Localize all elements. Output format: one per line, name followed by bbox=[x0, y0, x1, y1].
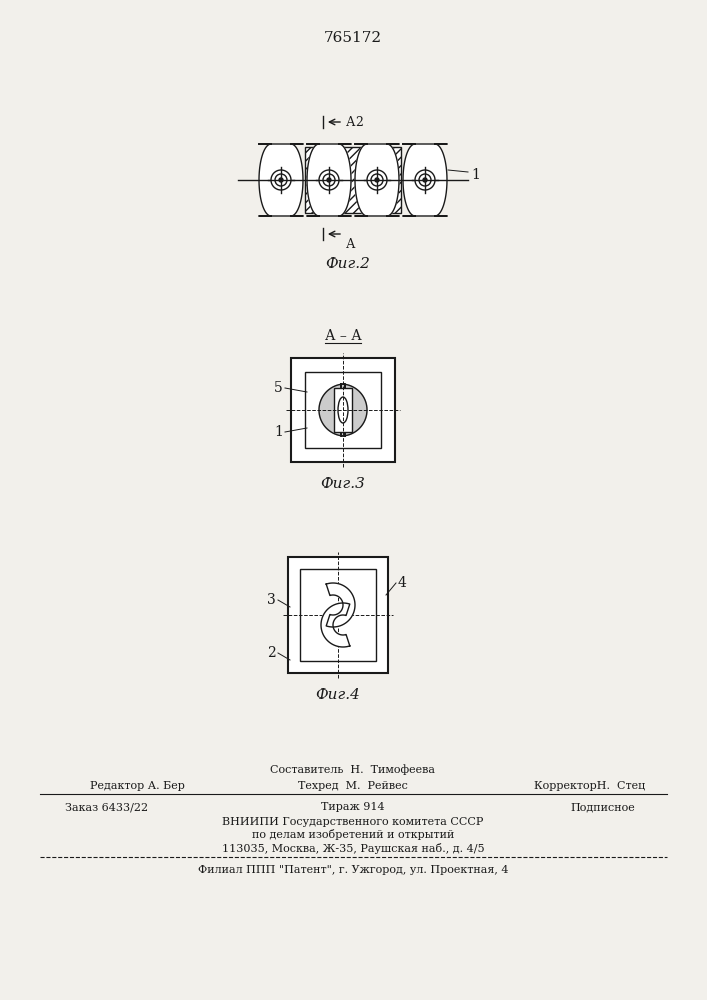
Text: 2: 2 bbox=[355, 115, 363, 128]
Polygon shape bbox=[341, 384, 367, 436]
Text: А: А bbox=[346, 115, 356, 128]
Bar bbox=[305, 372, 381, 448]
Bar bbox=[334, 388, 352, 432]
Text: 4: 4 bbox=[398, 576, 407, 590]
Text: 113035, Москва, Ж-35, Раушская наб., д. 4/5: 113035, Москва, Ж-35, Раушская наб., д. … bbox=[222, 842, 484, 854]
Polygon shape bbox=[259, 144, 303, 216]
Text: Подписное: Подписное bbox=[570, 802, 635, 812]
Text: 2: 2 bbox=[267, 646, 276, 660]
Text: Филиал ППП "Патент", г. Ужгород, ул. Проектная, 4: Филиал ППП "Патент", г. Ужгород, ул. Про… bbox=[198, 865, 508, 875]
Bar bbox=[291, 358, 395, 462]
Text: 3: 3 bbox=[267, 593, 276, 607]
Text: 1: 1 bbox=[274, 425, 283, 439]
Text: Фиг.3: Фиг.3 bbox=[320, 477, 366, 491]
Circle shape bbox=[319, 170, 339, 190]
Text: 1: 1 bbox=[471, 168, 480, 182]
Ellipse shape bbox=[338, 397, 348, 423]
Bar bbox=[300, 569, 376, 661]
Polygon shape bbox=[321, 603, 350, 647]
Circle shape bbox=[327, 178, 331, 182]
Text: по делам изобретений и открытий: по делам изобретений и открытий bbox=[252, 830, 454, 840]
Circle shape bbox=[419, 174, 431, 186]
Text: 765172: 765172 bbox=[324, 31, 382, 45]
Bar bbox=[288, 557, 388, 673]
Circle shape bbox=[271, 170, 291, 190]
Polygon shape bbox=[307, 144, 351, 216]
Text: А – А: А – А bbox=[325, 329, 361, 343]
Text: 5: 5 bbox=[274, 381, 283, 395]
Circle shape bbox=[275, 174, 287, 186]
Circle shape bbox=[375, 178, 379, 182]
Polygon shape bbox=[326, 583, 355, 627]
Text: Составитель  Н.  Тимофеева: Составитель Н. Тимофеева bbox=[271, 765, 436, 775]
Circle shape bbox=[415, 170, 435, 190]
Text: КорректорН.  Стец: КорректорН. Стец bbox=[534, 781, 645, 791]
Text: Фиг.4: Фиг.4 bbox=[315, 688, 361, 702]
Polygon shape bbox=[355, 144, 399, 216]
Polygon shape bbox=[403, 144, 447, 216]
Circle shape bbox=[371, 174, 383, 186]
Text: А: А bbox=[346, 237, 356, 250]
Text: Фиг.2: Фиг.2 bbox=[325, 257, 370, 271]
Text: Тираж 914: Тираж 914 bbox=[321, 802, 385, 812]
Text: ВНИИПИ Государственного комитета СССР: ВНИИПИ Государственного комитета СССР bbox=[222, 817, 484, 827]
Text: Заказ 6433/22: Заказ 6433/22 bbox=[65, 802, 148, 812]
Circle shape bbox=[279, 178, 283, 182]
Circle shape bbox=[367, 170, 387, 190]
Text: Техред  М.  Рейвес: Техред М. Рейвес bbox=[298, 781, 408, 791]
Text: Редактор А. Бер: Редактор А. Бер bbox=[90, 781, 185, 791]
Polygon shape bbox=[319, 384, 345, 436]
Circle shape bbox=[423, 178, 427, 182]
Bar bbox=[305, 147, 401, 213]
Circle shape bbox=[323, 174, 335, 186]
